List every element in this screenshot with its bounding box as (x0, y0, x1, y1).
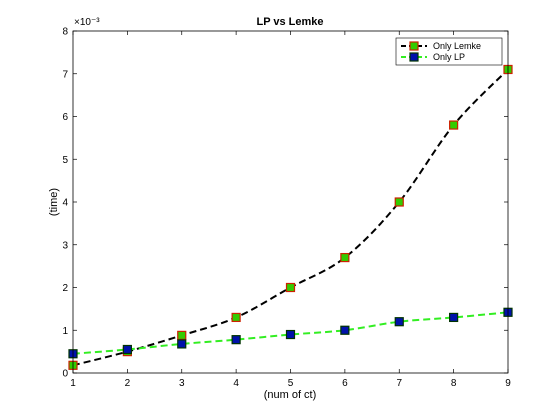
legend-marker-only-lemke (409, 41, 419, 51)
series-0-point (177, 330, 187, 340)
y-tick-label: 3 (62, 240, 68, 251)
series-0-point (340, 252, 350, 263)
chart-title: LP vs Lemke (256, 16, 323, 28)
series-1-point (231, 335, 241, 345)
legend-label-only-lp: Only LP (433, 52, 465, 62)
series-1-point (340, 325, 350, 335)
plot-background (73, 31, 508, 373)
series-0-point (449, 120, 459, 130)
y-axis-exponent: ×10⁻³ (74, 17, 100, 28)
series-1-point (122, 344, 132, 355)
series-1-point (177, 339, 187, 349)
y-tick-label: 0 (62, 369, 68, 380)
series-1-point (285, 329, 296, 340)
plot-frame (72, 30, 509, 374)
y-tick-label: 6 (62, 112, 68, 123)
x-tick-label: 6 (342, 378, 348, 389)
x-tick-label: 8 (451, 378, 457, 389)
y-tick-label: 1 (62, 326, 68, 337)
legend: Only Lemke Only LP (395, 37, 503, 66)
legend-label-only-lemke: Only Lemke (433, 41, 481, 51)
y-tick-label: 8 (62, 27, 68, 38)
series-line-0 (72, 68, 509, 367)
y-axis-label: (time) (48, 188, 60, 216)
series-0-point (394, 197, 404, 207)
y-tick-label: 7 (62, 69, 68, 80)
x-tick-label: 7 (396, 378, 402, 389)
series-0-point (285, 282, 296, 293)
y-tick-label: 4 (62, 198, 68, 209)
x-tick-label: 1 (70, 378, 76, 389)
series-1-point (449, 312, 459, 323)
y-tick-label: 2 (62, 283, 68, 294)
x-tick-label: 5 (288, 378, 294, 389)
x-tick-label: 3 (179, 378, 185, 389)
x-tick-label: 9 (505, 378, 511, 389)
x-tick-label: 2 (125, 378, 131, 389)
series-1-point (394, 317, 404, 327)
legend-marker-only-lp (409, 52, 419, 62)
x-axis-label: (num of ct) (264, 389, 317, 401)
series-line-1 (72, 311, 509, 355)
x-tick-label: 4 (233, 378, 239, 389)
series-0-point (231, 312, 241, 323)
y-tick-label: 5 (62, 155, 68, 166)
